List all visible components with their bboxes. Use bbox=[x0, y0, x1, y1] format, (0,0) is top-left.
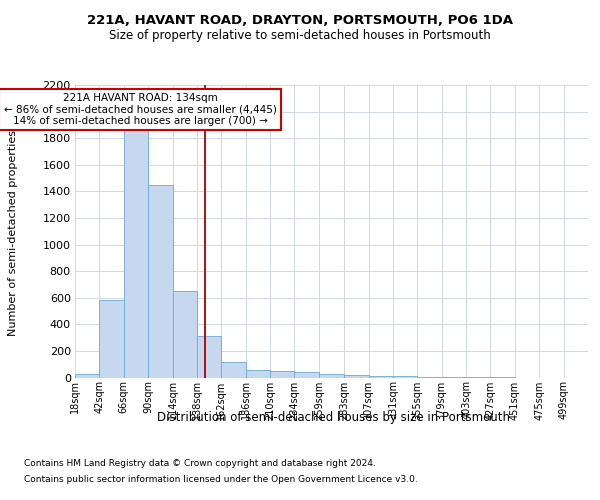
Text: 221A, HAVANT ROAD, DRAYTON, PORTSMOUTH, PO6 1DA: 221A, HAVANT ROAD, DRAYTON, PORTSMOUTH, … bbox=[87, 14, 513, 28]
Bar bbox=[221, 362, 245, 378]
Text: Number of semi-detached properties: Number of semi-detached properties bbox=[8, 130, 18, 336]
Bar bbox=[100, 300, 124, 378]
Text: 221A HAVANT ROAD: 134sqm
← 86% of semi-detached houses are smaller (4,445)
14% o: 221A HAVANT ROAD: 134sqm ← 86% of semi-d… bbox=[4, 93, 277, 126]
Bar bbox=[368, 376, 393, 378]
Bar bbox=[393, 376, 418, 378]
Bar bbox=[270, 371, 295, 378]
Bar bbox=[75, 374, 100, 378]
Text: Size of property relative to semi-detached houses in Portsmouth: Size of property relative to semi-detach… bbox=[109, 28, 491, 42]
Bar bbox=[148, 184, 173, 378]
Bar bbox=[442, 377, 466, 378]
Bar bbox=[124, 112, 148, 378]
Bar bbox=[197, 336, 221, 378]
Text: Contains public sector information licensed under the Open Government Licence v3: Contains public sector information licen… bbox=[24, 476, 418, 484]
Text: Distribution of semi-detached houses by size in Portsmouth: Distribution of semi-detached houses by … bbox=[157, 411, 509, 424]
Bar bbox=[295, 372, 319, 378]
Bar bbox=[344, 375, 368, 378]
Bar bbox=[418, 377, 442, 378]
Bar bbox=[245, 370, 270, 378]
Text: Contains HM Land Registry data © Crown copyright and database right 2024.: Contains HM Land Registry data © Crown c… bbox=[24, 460, 376, 468]
Bar bbox=[319, 374, 344, 378]
Bar bbox=[173, 291, 197, 378]
